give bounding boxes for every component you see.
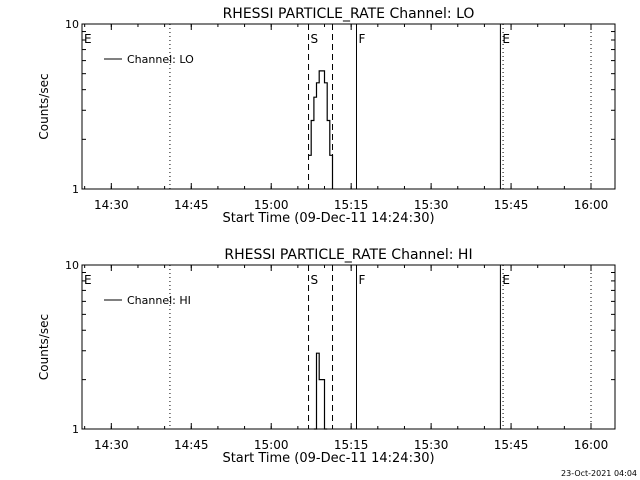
x-tick-label: 15:00: [254, 198, 289, 212]
x-tick-label: 15:15: [334, 198, 369, 212]
series-line-0: [313, 352, 328, 430]
marker-label: S: [311, 273, 319, 287]
x-tick-label: 14:45: [174, 198, 209, 212]
plot-frame: [81, 264, 616, 430]
marker-label: E: [502, 32, 510, 46]
y-tick-label: 1: [72, 183, 79, 196]
marker-label: F: [358, 273, 365, 287]
y-tick-label: 10: [65, 259, 79, 272]
y-tick-label: 1: [72, 423, 79, 436]
x-tick-label: 14:45: [174, 438, 209, 452]
plot-0: RHESSI PARTICLE_RATE Channel: LO 1 10 Count…: [37, 6, 616, 226]
x-tick-label: 15:00: [254, 438, 289, 452]
legend-label: Channel: LO: [127, 53, 194, 66]
x-tick-label: 14:30: [94, 198, 129, 212]
series-line-0: [308, 70, 334, 189]
plot-frame: [81, 23, 616, 190]
marker-label: F: [358, 32, 365, 46]
x-axis-label: Start Time (09-Dec-11 14:24:30): [222, 211, 434, 226]
x-tick-label: 15:30: [414, 438, 449, 452]
legend-label: Channel: HI: [127, 294, 191, 307]
chart-title: RHESSI PARTICLE_RATE Channel: HI: [224, 247, 472, 263]
x-tick-label: 15:15: [334, 438, 369, 452]
x-axis-label: Start Time (09-Dec-11 14:24:30): [222, 451, 434, 466]
y-axis-label: Counts/sec: [37, 314, 51, 380]
marker-label: E: [84, 273, 92, 287]
x-tick-label: 16:00: [574, 198, 609, 212]
footer-timestamp: 23-Oct-2021 04:04: [561, 469, 637, 478]
x-tick-label: 15:45: [494, 198, 529, 212]
x-tick-label: 16:00: [574, 438, 609, 452]
marker-label: E: [84, 32, 92, 46]
marker-label: S: [311, 32, 319, 46]
marker-label: E: [502, 273, 510, 287]
plot-1: RHESSI PARTICLE_RATE Channel: HI 1 10 Count…: [37, 247, 616, 466]
y-axis-label: Counts/sec: [37, 73, 51, 139]
x-tick-label: 14:30: [94, 438, 129, 452]
chart-title: RHESSI PARTICLE_RATE Channel: LO: [223, 6, 475, 22]
y-tick-label: 10: [65, 18, 79, 31]
x-tick-label: 15:45: [494, 438, 529, 452]
x-tick-label: 15:30: [414, 198, 449, 212]
